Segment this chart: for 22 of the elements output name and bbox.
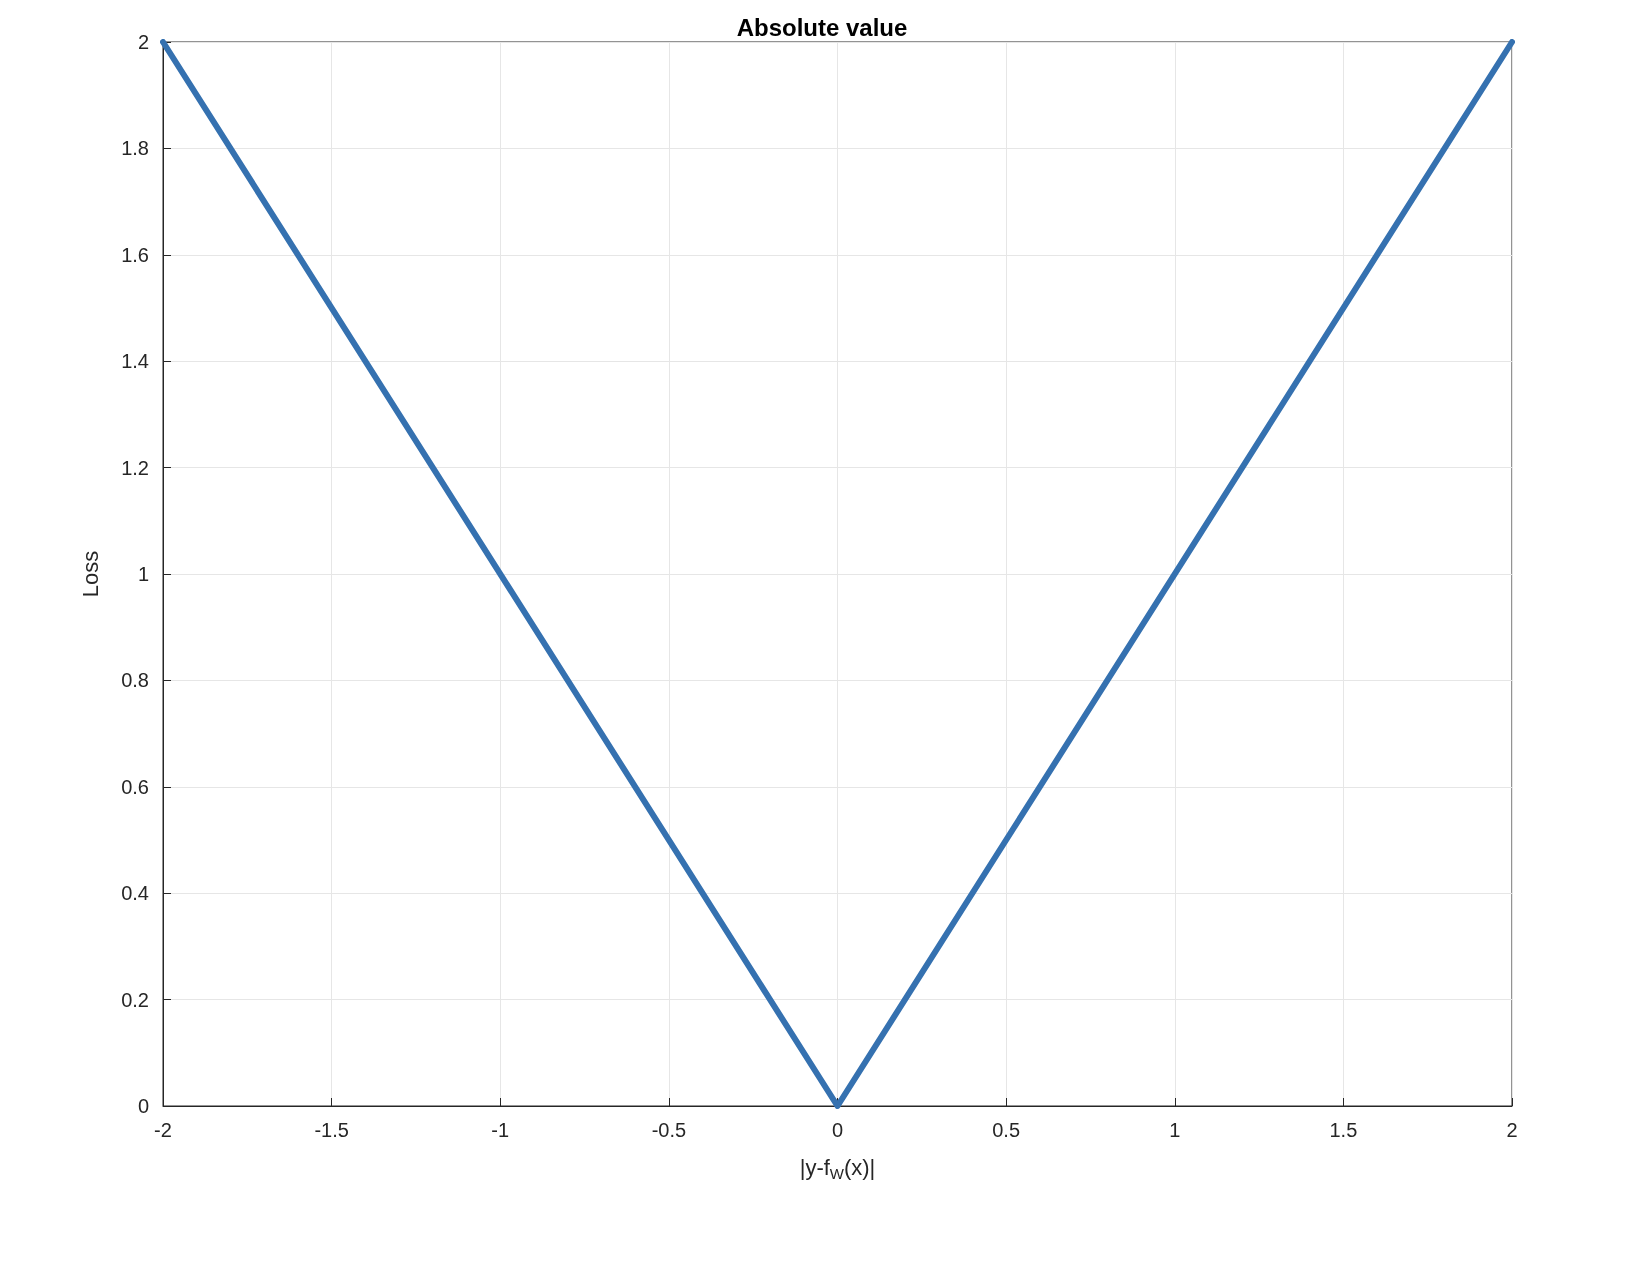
- y-tick-label: 1: [137, 563, 149, 585]
- x-tick-label: 1.5: [1329, 1119, 1358, 1141]
- y-tick-label: 1.8: [121, 137, 149, 160]
- x-tick-label: -1.5: [314, 1119, 349, 1141]
- x-tick-label: 1: [1169, 1119, 1181, 1141]
- y-tick-label: 1.6: [121, 243, 149, 266]
- y-tick-label: 0.8: [121, 669, 149, 692]
- x-tick-label: -1: [491, 1119, 510, 1141]
- y-tick-label: 0.6: [121, 775, 149, 798]
- y-tick-label: 0: [137, 1095, 149, 1117]
- x-tick-label: 0.5: [992, 1119, 1021, 1141]
- x-tick-label: 0: [831, 1119, 844, 1141]
- y-tick-label: 0.4: [121, 882, 149, 905]
- y-tick-label: 1.2: [121, 456, 149, 479]
- y-tick-label: 2: [137, 31, 149, 53]
- y-tick-label: 1.4: [121, 350, 149, 373]
- y-tick-label: 0.2: [121, 988, 149, 1011]
- x-tick-label: -0.5: [651, 1119, 687, 1141]
- y-axis-title: Loss: [77, 550, 103, 598]
- x-tick-label: -2: [154, 1119, 172, 1141]
- x-tick-label: 2: [1506, 1119, 1518, 1141]
- chart-title: Absolute value: [736, 13, 908, 41]
